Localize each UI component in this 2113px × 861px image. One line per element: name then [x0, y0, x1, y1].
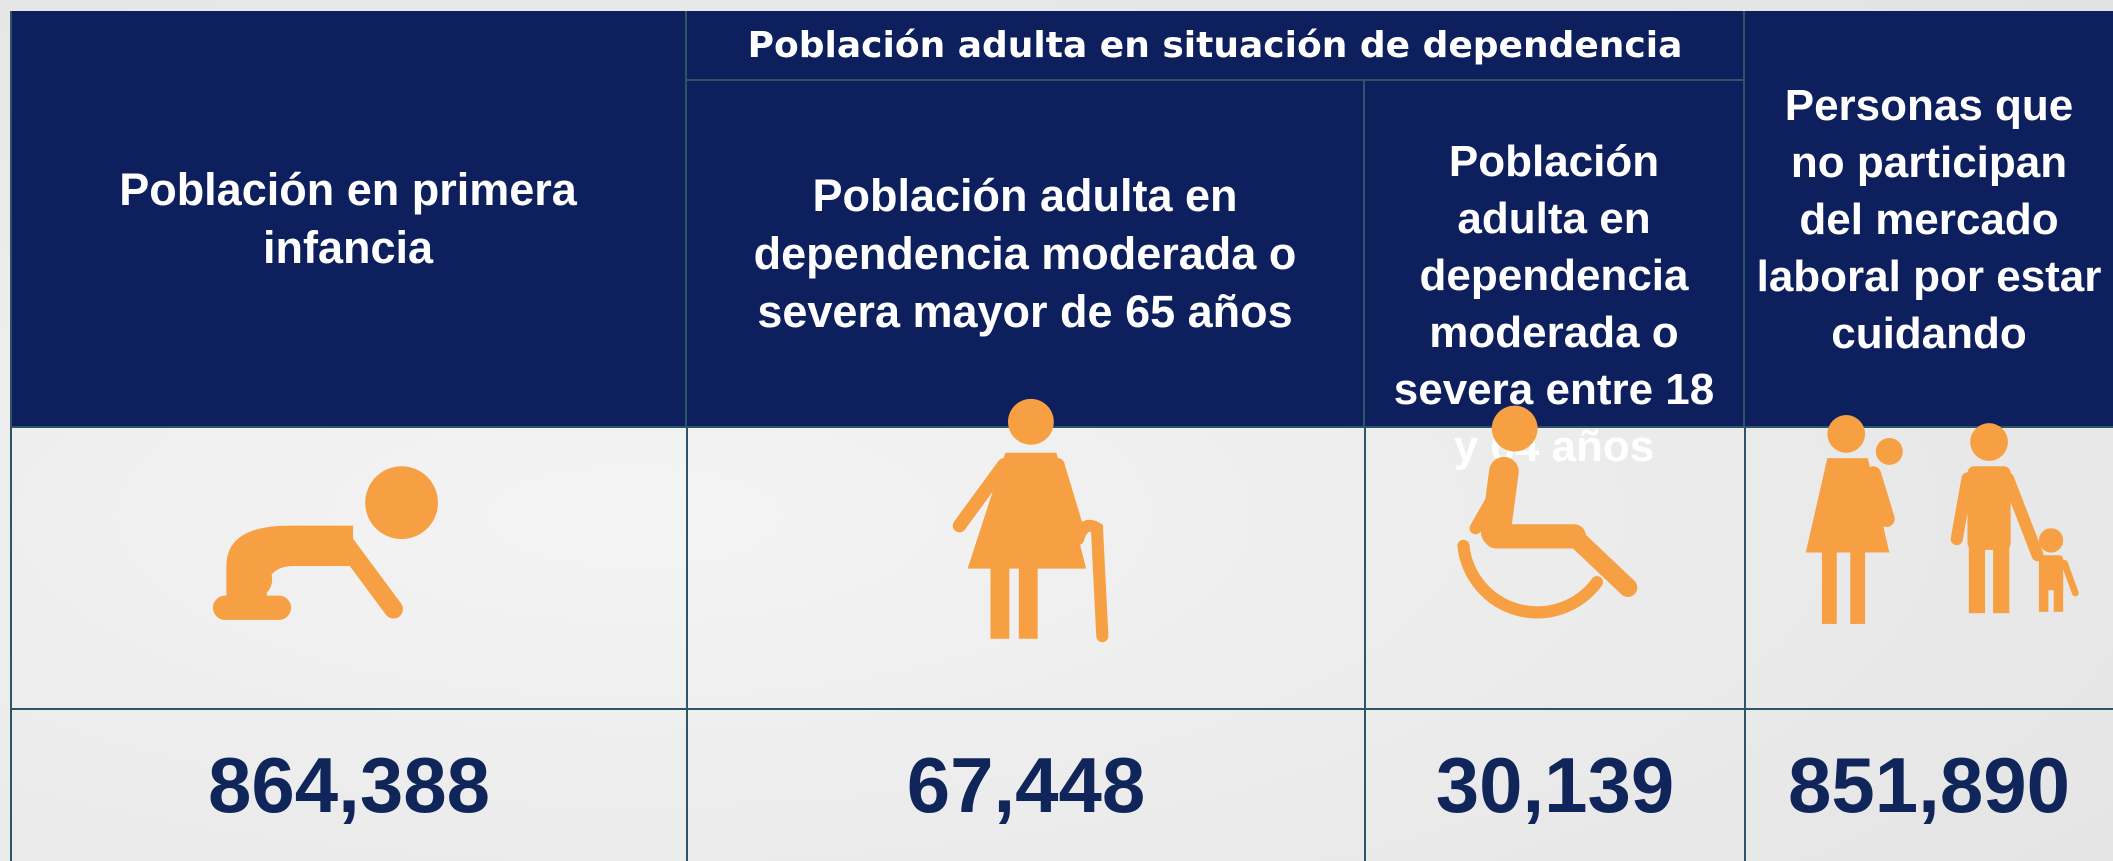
header-cell: Personas que no participan del mercado l… [1745, 11, 2113, 427]
baby-icon [212, 466, 438, 620]
row-line [11, 708, 2113, 710]
header-cell: Población adulta en dependencia moderada… [687, 81, 1365, 427]
group-header: Población adulta en situación de depende… [687, 11, 1745, 81]
value-cell: 67,448 [906, 740, 1146, 829]
col-line [1364, 427, 1366, 861]
value-cell: 30,139 [1435, 740, 1675, 829]
family-icon [1805, 415, 2079, 624]
row-line [11, 426, 2113, 428]
value-cell: 864,388 [208, 740, 490, 829]
col-line [10, 11, 12, 861]
col-line [1744, 427, 1746, 861]
value-cell: 851,890 [1788, 740, 2070, 829]
wheelchair-icon [1457, 405, 1638, 619]
col-line [686, 427, 688, 861]
header-cell: Población en primera infancia [11, 11, 687, 427]
elderly-icon [952, 398, 1109, 643]
